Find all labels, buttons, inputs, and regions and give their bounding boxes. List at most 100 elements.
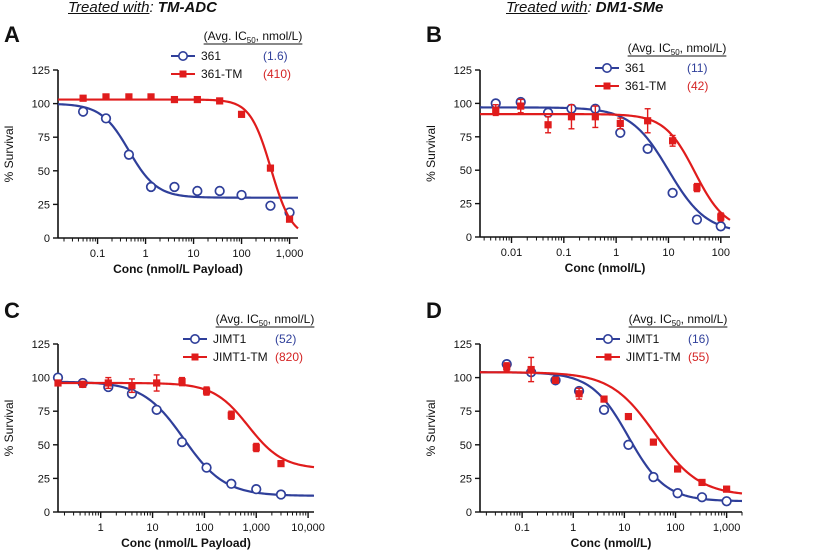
data-point: [252, 443, 260, 452]
y-tick-label: 125: [32, 339, 50, 351]
data-point: [79, 380, 87, 388]
data-point: [201, 462, 212, 473]
panel-a: A 0 25 50 75 100 125 0.1 1 10 100 1,000 % Survival Co…: [2, 22, 303, 276]
legend-label: 361: [625, 61, 645, 75]
y-tick-label: 25: [460, 199, 472, 211]
data-point: [669, 137, 677, 145]
title-treated-with-dm1-sme: Treated with: DM1-SMe: [506, 0, 664, 16]
data-point: [624, 412, 633, 421]
legend-header: (Avg. IC50, nmol/L): [629, 312, 728, 328]
data-point: [170, 95, 179, 104]
data-point: [266, 164, 275, 172]
x-axis-label: Conc (nmol/L): [571, 536, 652, 550]
data-point: [214, 185, 225, 197]
y-tick-label: 100: [32, 99, 50, 111]
x-tick-label: 0.01: [501, 247, 522, 259]
x-tick-label: 1,000: [713, 522, 741, 534]
data-point: [503, 363, 511, 371]
legend-label: JIMT1-TM: [626, 350, 681, 364]
x-tick-label: 100: [232, 248, 250, 260]
y-tick-label: 100: [454, 98, 472, 110]
x-tick-label: 1: [98, 522, 104, 534]
legend-marker: [191, 353, 199, 361]
data-point: [236, 189, 247, 201]
data-point: [717, 213, 725, 221]
x-axis-label: Conc (nmol/L Payload): [121, 536, 251, 550]
data-point: [102, 93, 110, 101]
data-point: [193, 95, 201, 104]
data-point: [176, 436, 188, 448]
legend-label: 361-TM: [201, 67, 242, 81]
data-point: [54, 379, 62, 387]
data-point: [567, 113, 576, 121]
data-point: [648, 471, 659, 483]
panel-c: C 0 25 50 75 100 125 1 10 100 1,000 10,000 % Surviva…: [2, 298, 325, 550]
data-point: [147, 93, 155, 101]
x-tick-label: 1: [142, 248, 148, 260]
data-point: [672, 488, 683, 499]
x-tick-label: 1,000: [242, 522, 270, 534]
data-point: [128, 382, 136, 390]
x-tick-label: 0.1: [556, 247, 571, 259]
y-tick-label: 50: [38, 166, 50, 178]
data-point: [151, 404, 162, 416]
legend-label: 361-TM: [625, 79, 666, 93]
data-point: [277, 460, 285, 468]
panel-b: B 0 25 50 75 100 125 0.01 0.1 1 10 100 % Survival Con…: [424, 22, 731, 275]
legend-marker: [601, 62, 612, 73]
x-tick-label: 0.1: [90, 248, 105, 260]
data-point: [237, 110, 246, 118]
data-point: [192, 185, 203, 197]
x-tick-label: 10: [618, 522, 630, 534]
y-tick-label: 75: [38, 132, 50, 144]
y-tick-label: 100: [454, 373, 472, 385]
x-tick-label: 1,000: [276, 248, 304, 260]
data-point: [575, 390, 583, 398]
data-point: [674, 465, 682, 473]
y-tick-label: 75: [460, 406, 472, 418]
data-point: [100, 113, 112, 124]
y-axis-label: % Survival: [2, 400, 16, 457]
legend-ic50: (11): [687, 61, 707, 75]
data-point: [551, 376, 560, 384]
data-point: [169, 181, 180, 193]
y-tick-label: 25: [38, 473, 50, 485]
fit-curve-jimt1-tm: [480, 371, 743, 495]
legend-label: JIMT1-TM: [213, 350, 268, 364]
fit-curve-361-tm: [480, 112, 731, 221]
legend-marker: [603, 82, 611, 90]
legend-ic50: (16): [688, 332, 709, 346]
title-treated-with-tm-adc: Treated with: TM-ADC: [68, 0, 217, 16]
legend-label: JIMT1: [626, 332, 660, 346]
x-tick-label: 1: [570, 522, 576, 534]
x-tick-label: 10: [187, 248, 199, 260]
x-tick-label: 100: [666, 522, 684, 534]
legend-label: JIMT1: [213, 332, 247, 346]
data-point: [527, 365, 535, 374]
y-tick-label: 0: [44, 233, 50, 245]
x-tick-label: 100: [712, 247, 730, 259]
y-tick-label: 25: [460, 473, 472, 485]
y-tick-label: 50: [460, 165, 472, 177]
legend-marker: [190, 333, 201, 344]
y-tick-label: 0: [466, 232, 472, 244]
data-point: [517, 102, 525, 110]
data-point: [226, 478, 237, 489]
data-point: [644, 117, 652, 125]
x-tick-label: 1: [613, 247, 619, 259]
data-point: [721, 496, 732, 507]
data-point: [600, 395, 608, 403]
data-point: [642, 143, 653, 154]
data-point: [251, 484, 262, 495]
y-tick-label: 50: [38, 440, 50, 452]
y-tick-label: 125: [32, 65, 50, 77]
y-tick-label: 125: [454, 65, 472, 77]
data-point: [285, 215, 294, 223]
data-point: [544, 121, 552, 129]
data-point: [649, 438, 658, 446]
y-tick-label: 75: [460, 132, 472, 144]
legend-marker: [179, 70, 187, 78]
y-tick-label: 50: [460, 440, 472, 452]
data-point: [216, 97, 224, 105]
